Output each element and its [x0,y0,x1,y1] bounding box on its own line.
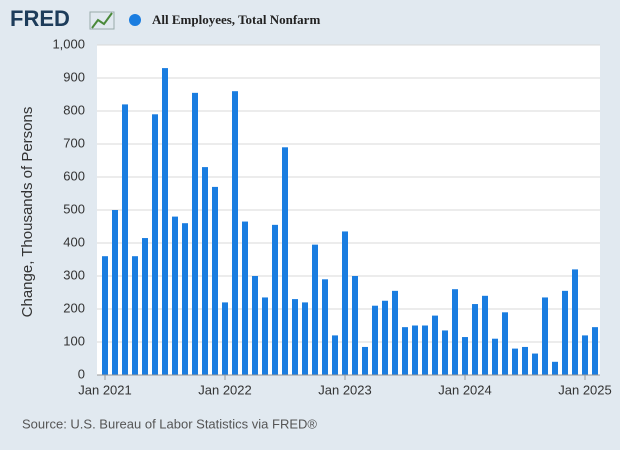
bar [232,91,238,375]
x-tick-label: Jan 2021 [78,382,132,397]
logo-icon [91,12,113,29]
bar [252,276,258,375]
y-tick-label: 0 [78,366,85,381]
bar [392,290,398,375]
bar [452,289,458,375]
y-tick-label: 800 [63,102,85,117]
bar [162,68,168,375]
bar [352,276,358,375]
bar [492,338,498,375]
source: Source: U.S. Bureau of Labor Statistics … [22,416,317,431]
bar [292,299,298,375]
y-tick-label: 500 [63,201,85,216]
bar [142,238,148,375]
bar [592,327,598,375]
bar [182,223,188,375]
bar [112,210,118,375]
logo-frame [89,11,115,30]
bar [172,216,178,375]
bar [132,256,138,375]
bar [482,295,488,375]
bar [382,300,388,375]
legend-label: All Employees, Total Nonfarm [152,12,320,27]
bar [422,325,428,375]
bar [582,335,588,375]
bar [412,325,418,375]
logo: FRED [10,6,70,31]
bar [102,256,108,375]
bar [532,353,538,375]
bar [472,304,478,375]
x-tick-label: Jan 2022 [198,382,252,397]
x-tick-label: Jan 2024 [438,382,492,397]
legend-marker [129,14,141,26]
x-tick-label: Jan 2025 [558,382,612,397]
bar [562,290,568,375]
y-tick-label: 900 [63,69,85,84]
bar [552,361,558,375]
bar [272,224,278,375]
bar [212,186,218,375]
y-tick-label: 600 [63,168,85,183]
bar [462,337,468,375]
bar [262,297,268,375]
bar [322,279,328,375]
bar [442,330,448,375]
bar [512,348,518,375]
bar [572,269,578,375]
y-tick-label: 300 [63,267,85,282]
bar [282,147,288,375]
y-axis-label: Change, Thousands of Persons [19,107,36,318]
bar [312,244,318,375]
bar [222,302,228,375]
y-tick-label: 1,000 [52,36,85,51]
bar [122,104,128,376]
y-tick-label: 100 [63,333,85,348]
bar [522,346,528,375]
bar [402,327,408,375]
bar [502,312,508,375]
bar [372,305,378,375]
y-tick-label: 400 [63,234,85,249]
x-tick-label: Jan 2023 [318,382,372,397]
bar [152,114,158,376]
bar [542,297,548,375]
bar [362,346,368,375]
bar [342,231,348,375]
bar [332,335,338,375]
y-tick-label: 700 [63,135,85,150]
bar [242,221,248,375]
bar [202,167,208,375]
y-tick-label: 200 [63,300,85,315]
bar [192,92,198,375]
bar [432,315,438,375]
bar [302,302,308,375]
